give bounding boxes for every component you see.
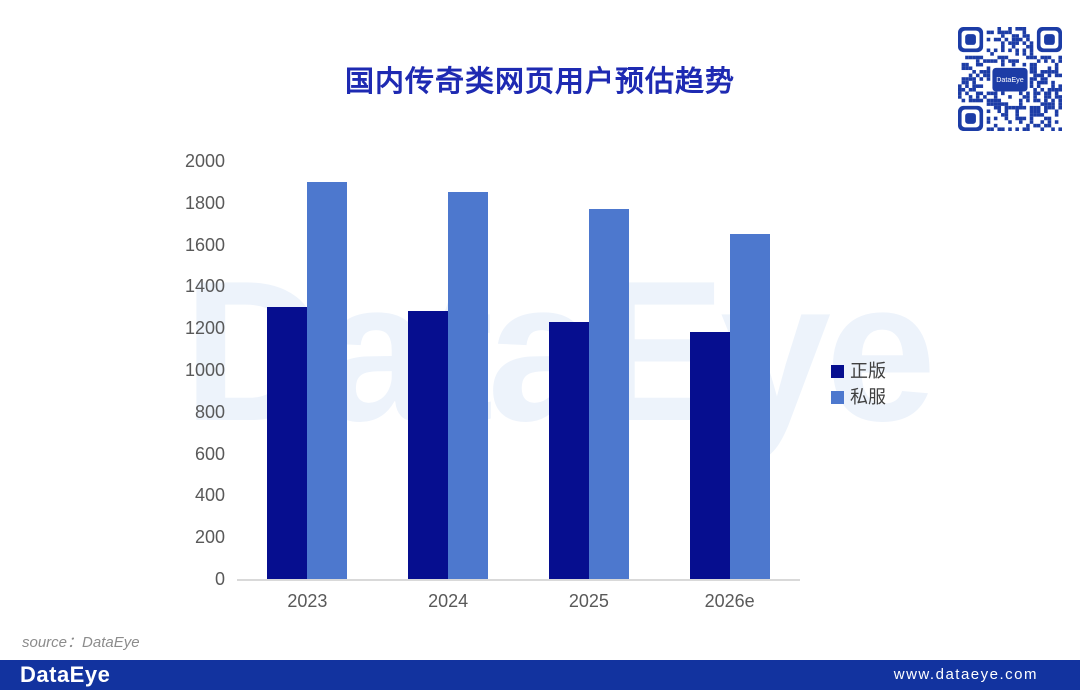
y-tick-label: 200	[194, 527, 225, 548]
bar-私服-2026e	[729, 234, 770, 579]
y-tick-label: 2000	[184, 151, 225, 171]
y-tick-label: 600	[194, 443, 225, 464]
bar-私服-2024	[448, 192, 489, 579]
legend-label: 正版	[850, 361, 886, 381]
y-tick-label: 800	[194, 401, 225, 422]
bar-正版-2024	[408, 311, 449, 579]
page-title: 国内传奇类网页用户预估趋势	[344, 66, 735, 98]
source-note: source：DataEye	[22, 634, 140, 651]
x-axis-line	[237, 579, 800, 581]
y-tick-label: 1600	[184, 234, 225, 255]
legend-swatch	[831, 364, 844, 378]
y-tick-label: 1000	[184, 360, 225, 380]
dataeye-logo: DataEye	[20, 662, 111, 687]
qr-center-label: DataEye	[996, 76, 1023, 84]
legend-label: 私服	[850, 387, 886, 407]
y-tick-label: 0	[214, 569, 225, 589]
footer-bar: DataEye www.dataeye.com	[0, 660, 1080, 690]
bar-私服-2023	[307, 181, 348, 579]
legend-item: 正版	[831, 361, 886, 381]
footer-url: www.dataeye.com	[893, 666, 1038, 683]
legend-swatch	[831, 390, 844, 404]
x-category-label: 2025	[568, 591, 609, 611]
bar-正版-2023	[267, 307, 308, 579]
qr-code: DataEye	[958, 27, 1062, 131]
y-tick-label: 1400	[184, 276, 225, 297]
bar-正版-2025	[548, 321, 589, 579]
bar-私服-2025	[588, 209, 629, 579]
legend: 正版 私服	[831, 361, 886, 413]
bar-正版-2026e	[689, 332, 730, 579]
x-category-label: 2023	[287, 591, 328, 611]
x-category-label: 2024	[428, 591, 469, 611]
y-tick-label: 1800	[184, 192, 225, 213]
y-tick-label: 1200	[184, 318, 225, 339]
legend-item: 私服	[831, 387, 886, 407]
y-tick-label: 400	[194, 485, 225, 506]
x-category-label: 2026e	[704, 591, 755, 611]
